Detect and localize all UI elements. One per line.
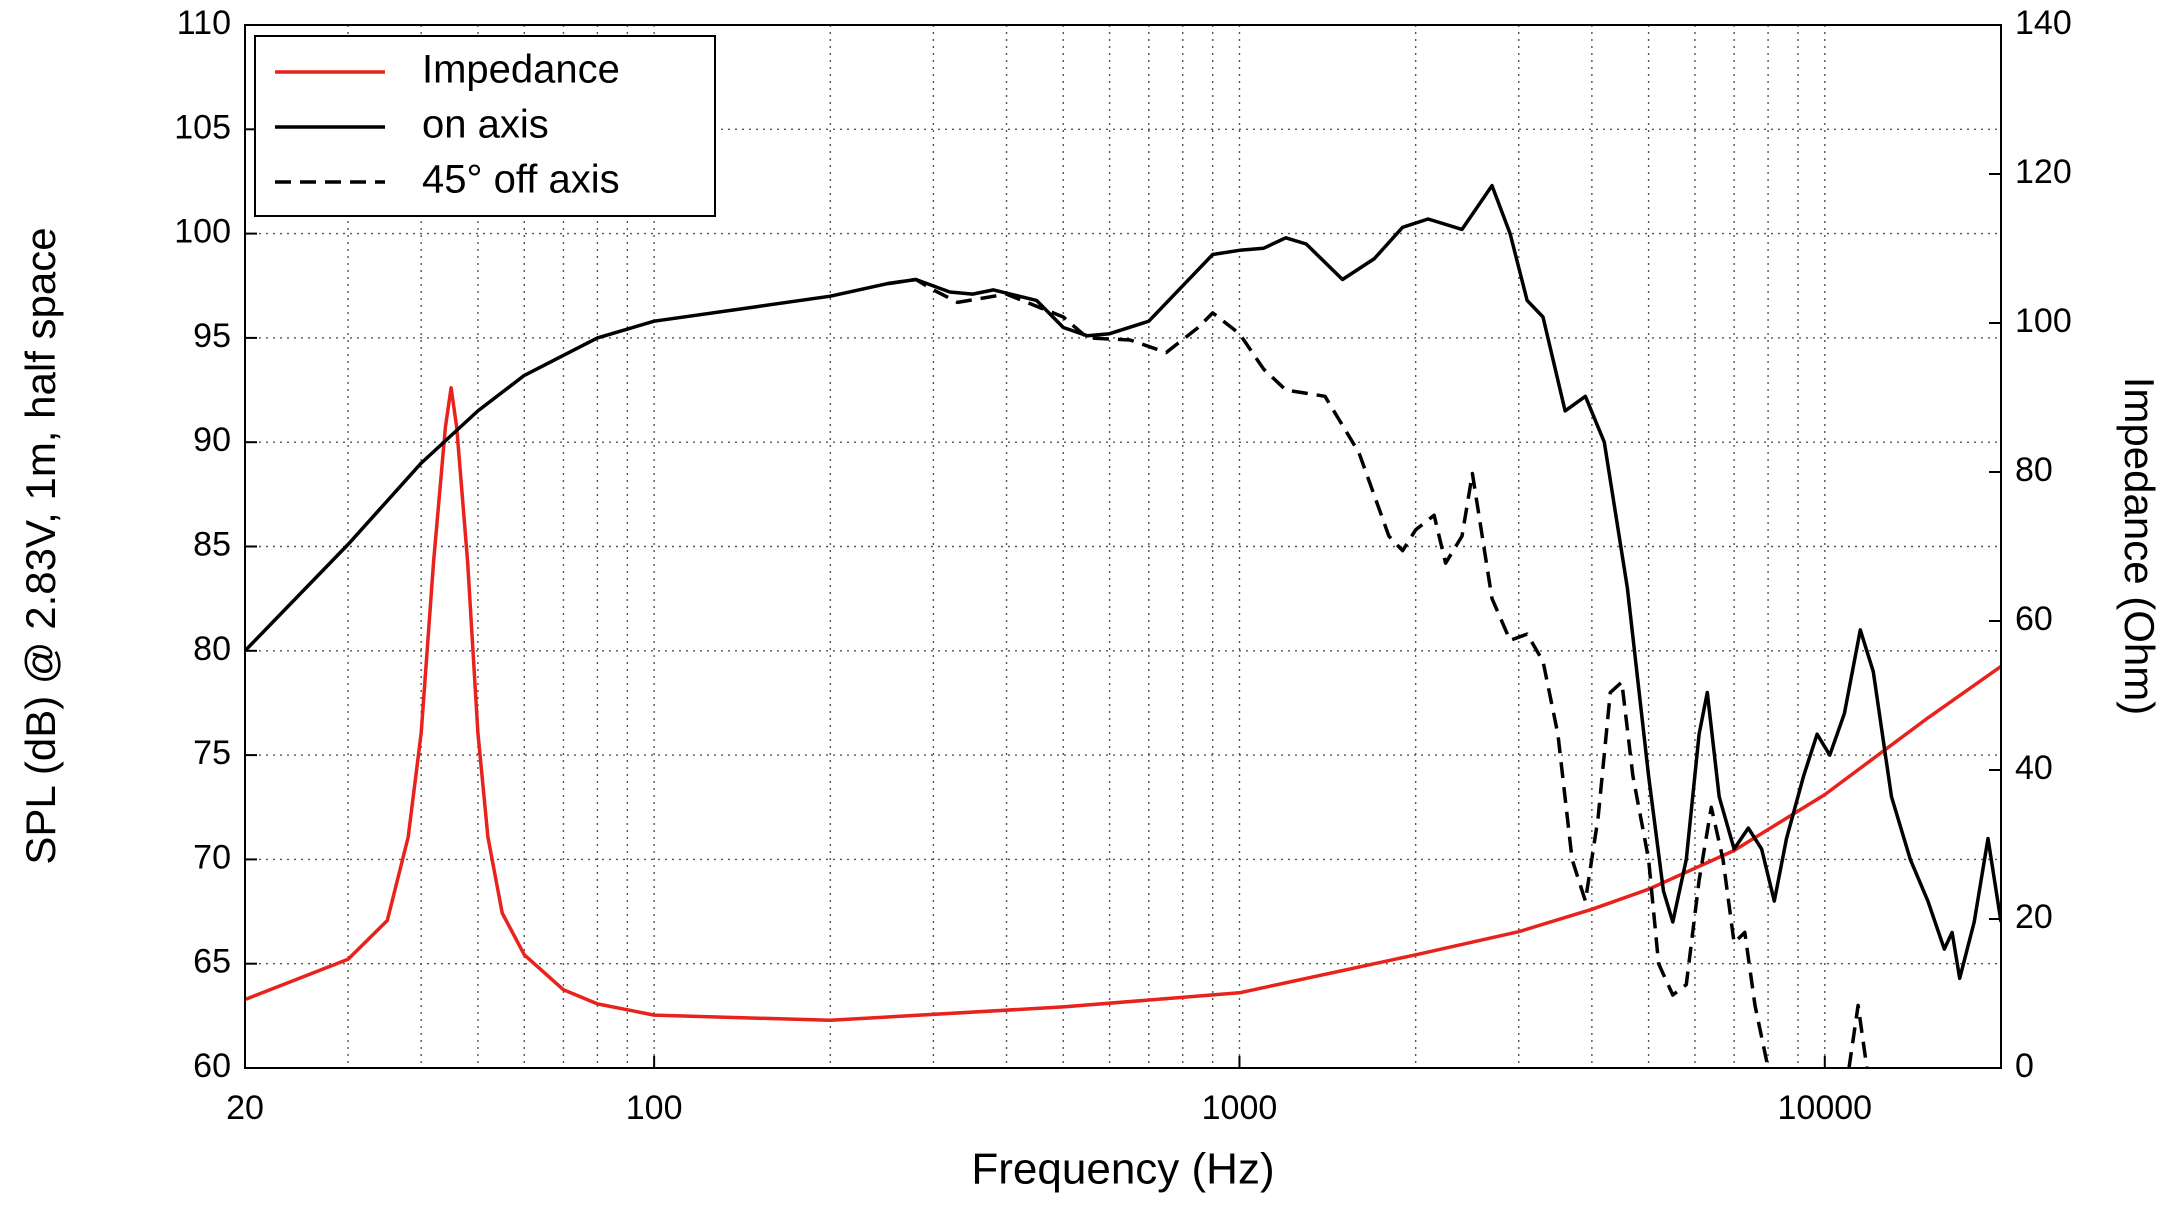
legend: Impedance on axis 45° off axis <box>254 35 716 217</box>
y2-tick-label: 80 <box>2015 451 2053 489</box>
y-tick-label: 80 <box>193 630 231 668</box>
y2-tick-label: 20 <box>2015 898 2053 936</box>
x-tick-label: 1000 <box>1202 1089 1278 1127</box>
series-line <box>245 386 2001 1023</box>
y2-tick-label: 0 <box>2015 1047 2034 1085</box>
y-tick-label: 90 <box>193 421 231 459</box>
series-line <box>886 277 1869 1068</box>
y2-tick-label: 40 <box>2015 749 2053 787</box>
y-axis-title: SPL (dB) @ 2.83V, 1m, half space <box>17 227 64 864</box>
y2-axis-title: Impedance (Ohm) <box>2116 377 2163 715</box>
x-tick-label: 100 <box>626 1089 683 1127</box>
legend-label: Impedance <box>422 48 620 92</box>
y-tick-label: 110 <box>177 4 231 42</box>
plot-lines <box>245 183 2001 1068</box>
axes: 20 100 1000 10000 60 65 70 75 80 85 90 95 100 105 110 0… <box>174 4 2071 1127</box>
y-tick-label: 60 <box>193 1047 231 1085</box>
y2-tick-label: 60 <box>2015 600 2053 638</box>
x-tick-label: 20 <box>226 1089 264 1127</box>
series-line <box>245 183 2001 981</box>
legend-label: on axis <box>422 103 549 147</box>
legend-label: 45° off axis <box>422 158 620 202</box>
y2-tick-label: 140 <box>2015 4 2072 42</box>
x-tick-label: 10000 <box>1778 1089 1873 1127</box>
y-tick-label: 95 <box>193 317 231 355</box>
y-tick-label: 75 <box>193 734 231 772</box>
y2-tick-label: 100 <box>2015 302 2072 340</box>
y-tick-label: 65 <box>193 943 231 981</box>
y-tick-label: 105 <box>174 108 231 146</box>
y-tick-label: 100 <box>174 213 231 251</box>
y2-tick-label: 120 <box>2015 153 2072 191</box>
y-tick-label: 70 <box>193 838 231 876</box>
y-tick-label: 85 <box>193 525 231 563</box>
x-axis-title: Frequency (Hz) <box>971 1145 1274 1194</box>
